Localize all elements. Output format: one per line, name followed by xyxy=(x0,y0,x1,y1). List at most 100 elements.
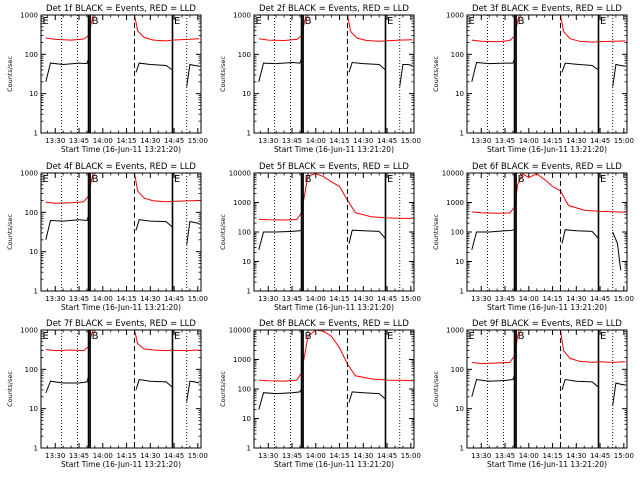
series-lld-line xyxy=(471,173,626,214)
x-axis-label: Start Time (16-Jun-11 13:21:20) xyxy=(61,303,181,312)
x-tick-label: 13:30 xyxy=(471,452,491,460)
y-axis-label: Counts/sec xyxy=(432,214,440,250)
x-tick-label: 14:00 xyxy=(93,452,113,460)
region-label: E xyxy=(43,16,49,27)
plot-area xyxy=(471,330,626,406)
x-tick-label: 14:30 xyxy=(566,295,586,303)
x-axis-label: Start Time (16-Jun-11 13:21:20) xyxy=(61,460,181,469)
plot-area xyxy=(45,330,200,402)
panel-title: Det 5f BLACK = Events, RED = LLD xyxy=(259,162,409,172)
x-tick-label: 15:00 xyxy=(401,452,421,460)
series-lld-line xyxy=(258,330,413,382)
series-events-line xyxy=(258,388,302,410)
x-tick-label: 14:45 xyxy=(377,452,397,460)
region-label: E xyxy=(174,16,180,27)
plot-frame xyxy=(466,172,628,292)
region-label: E xyxy=(387,331,393,342)
region-label: E xyxy=(256,16,262,27)
plot-frame xyxy=(253,172,415,292)
plot-frame xyxy=(40,172,202,292)
panel-det-8: Det 8f BLACK = Events, RED = LLD 1 10 100 10… xyxy=(219,319,421,469)
x-tick-label: 14:45 xyxy=(164,295,184,303)
region-label: B xyxy=(92,16,99,27)
y-tick-label: 1000 xyxy=(446,199,464,207)
y-tick-label: 1 xyxy=(460,288,464,296)
series-events-line xyxy=(399,64,413,87)
x-tick-label: 13:45 xyxy=(282,137,302,145)
x-tick-label: 15:00 xyxy=(401,137,421,145)
x-tick-label: 14:45 xyxy=(164,137,184,145)
x-tick-label: 15:00 xyxy=(614,295,634,303)
region-label: E xyxy=(600,174,606,185)
x-axis-label: Start Time (16-Jun-11 13:21:20) xyxy=(61,145,181,154)
y-tick-label: 1000 xyxy=(233,199,251,207)
region-label: B xyxy=(518,16,525,27)
y-tick-label: 100 xyxy=(238,51,251,59)
y-tick-label: 10000 xyxy=(229,327,251,335)
x-tick-label: 14:00 xyxy=(93,137,113,145)
series-events-line xyxy=(186,380,200,402)
x-tick-label: 14:15 xyxy=(329,295,349,303)
y-tick-label: 10 xyxy=(455,90,464,98)
x-tick-label: 13:45 xyxy=(69,295,89,303)
y-tick-label: 1 xyxy=(34,288,38,296)
x-tick-label: 13:45 xyxy=(495,137,515,145)
y-tick-label: 100 xyxy=(238,229,251,237)
series-lld-line xyxy=(258,173,413,221)
series-lld-line xyxy=(560,330,626,363)
x-axis-label: Start Time (16-Jun-11 13:21:20) xyxy=(274,460,394,469)
x-tick-label: 14:30 xyxy=(140,137,160,145)
y-tick-label: 1000 xyxy=(20,12,38,20)
y-axis-label: Counts/sec xyxy=(432,56,440,92)
x-axis-label: Start Time (16-Jun-11 13:21:20) xyxy=(487,145,607,154)
series-lld-line xyxy=(471,15,520,43)
y-tick-label: 1000 xyxy=(446,12,464,20)
x-tick-label: 14:45 xyxy=(590,452,610,460)
region-label: E xyxy=(469,16,475,27)
x-tick-label: 14:45 xyxy=(590,295,610,303)
panel-det-6: Det 6f BLACK = Events, RED = LLD 1 10 100 10… xyxy=(432,162,634,312)
series-lld-line xyxy=(45,15,94,41)
panel-title: Det 6f BLACK = Events, RED = LLD xyxy=(472,162,622,172)
plot-area xyxy=(258,15,413,87)
x-tick-label: 15:00 xyxy=(188,137,208,145)
x-tick-label: 14:15 xyxy=(116,295,136,303)
x-tick-label: 13:30 xyxy=(45,452,65,460)
x-tick-label: 13:30 xyxy=(45,137,65,145)
plot-area xyxy=(258,330,413,410)
series-events-line xyxy=(471,228,515,250)
series-events-line xyxy=(45,59,89,82)
region-label: E xyxy=(387,174,393,185)
x-tick-label: 15:00 xyxy=(614,137,634,145)
series-events-line xyxy=(471,375,515,397)
y-axis-label: Counts/sec xyxy=(219,56,227,92)
series-events-line xyxy=(348,61,386,73)
panel-det-9: Det 9f BLACK = Events, RED = LLD 1 10 100 10… xyxy=(432,319,634,469)
series-lld-line xyxy=(45,330,94,352)
x-tick-label: 14:15 xyxy=(116,452,136,460)
x-axis-label: Start Time (16-Jun-11 13:21:20) xyxy=(487,460,607,469)
x-tick-label: 15:00 xyxy=(401,295,421,303)
y-tick-label: 1 xyxy=(247,445,251,453)
y-tick-label: 1 xyxy=(247,288,251,296)
panel-title: Det 7f BLACK = Events, RED = LLD xyxy=(46,319,196,329)
series-lld-line xyxy=(347,15,413,42)
x-tick-label: 14:15 xyxy=(329,452,349,460)
x-tick-label: 13:45 xyxy=(495,295,515,303)
series-events-line xyxy=(258,59,302,82)
y-axis-label: Counts/sec xyxy=(432,371,440,407)
y-tick-label: 10000 xyxy=(229,170,251,178)
series-events-line xyxy=(135,62,173,73)
series-events-line xyxy=(561,62,599,73)
y-tick-label: 10 xyxy=(242,258,251,266)
y-tick-label: 100 xyxy=(238,386,251,394)
series-events-line xyxy=(471,59,515,82)
x-tick-label: 14:30 xyxy=(353,137,373,145)
series-lld-line xyxy=(560,15,626,43)
y-tick-label: 100 xyxy=(451,51,464,59)
region-label: E xyxy=(600,331,606,342)
series-events-line xyxy=(45,376,89,394)
series-lld-line xyxy=(134,15,200,42)
region-label: E xyxy=(600,16,606,27)
y-axis-label: Counts/sec xyxy=(219,214,227,250)
